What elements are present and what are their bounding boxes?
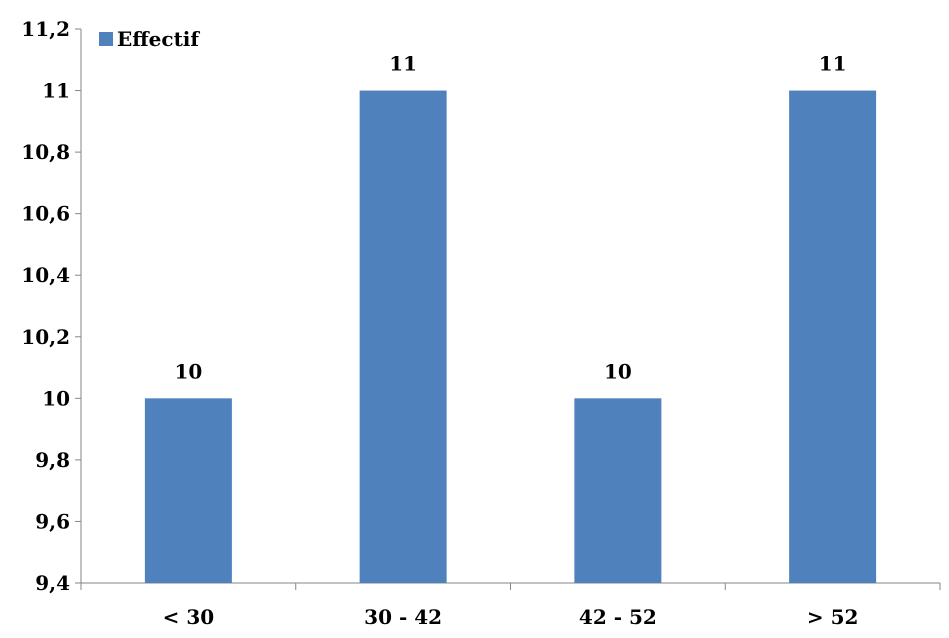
bar <box>574 398 662 583</box>
legend-swatch <box>99 32 113 46</box>
y-tick-label: 10,6 <box>21 202 70 226</box>
y-tick-label: 11 <box>42 79 70 103</box>
y-tick-label: 10,2 <box>21 325 70 349</box>
y-tick-label: 10,4 <box>21 263 70 287</box>
x-axis: < 30 30 - 42 42 - 52 > 52 <box>80 582 941 629</box>
bars <box>144 90 877 584</box>
bar <box>359 90 447 584</box>
y-tick-label: 10,8 <box>21 140 70 164</box>
y-tick-label: 11,2 <box>21 17 70 41</box>
bar <box>144 398 232 583</box>
x-category-label: > 52 <box>807 605 859 629</box>
y-tick-label: 9,8 <box>35 448 70 472</box>
x-category-label: < 30 <box>163 605 215 629</box>
bar-data-label: 10 <box>604 359 632 383</box>
legend-label: Effectif <box>117 27 200 51</box>
x-category-label: 42 - 52 <box>579 605 657 629</box>
y-tick-label: 9,6 <box>35 509 70 533</box>
legend: Effectif <box>99 27 200 51</box>
bar <box>789 90 877 584</box>
bar-data-label: 11 <box>819 52 847 76</box>
y-tick-label: 9,4 <box>35 571 70 595</box>
bar-data-label: 10 <box>174 359 202 383</box>
y-tick-label: 10 <box>42 386 70 410</box>
data-labels: 10 11 10 11 <box>174 52 846 384</box>
bar-data-label: 11 <box>389 52 417 76</box>
x-category-label: 30 - 42 <box>364 605 442 629</box>
y-axis: 9,4 9,6 9,8 10 10,2 10,4 10,6 10,8 11 11,2 <box>21 17 82 595</box>
